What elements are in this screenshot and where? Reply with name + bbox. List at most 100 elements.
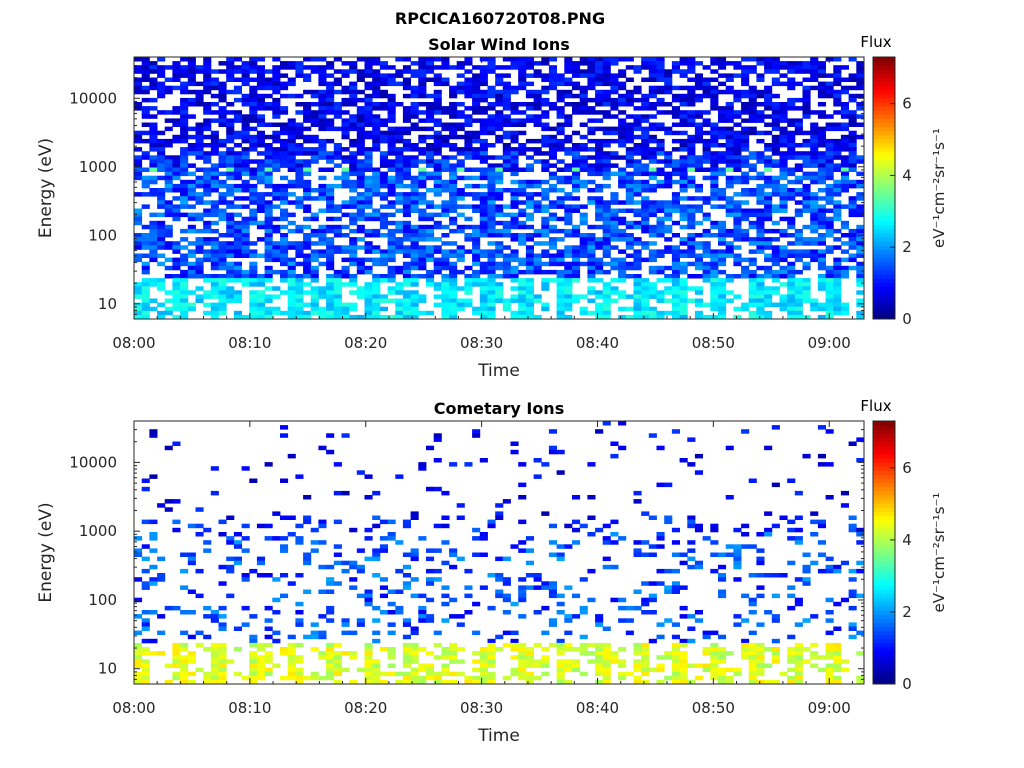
heatmap-cell bbox=[249, 642, 258, 648]
heatmap-cell bbox=[426, 102, 435, 107]
heatmap-cell bbox=[449, 143, 458, 148]
heatmap-cell bbox=[402, 167, 411, 172]
heatmap-cell bbox=[387, 151, 396, 156]
heatmap-cell bbox=[556, 647, 565, 652]
heatmap-cell bbox=[303, 290, 312, 295]
heatmap-cell bbox=[318, 143, 327, 148]
heatmap-cell bbox=[556, 179, 565, 185]
heatmap-cell bbox=[464, 610, 473, 615]
heatmap-cell bbox=[187, 69, 196, 74]
heatmap-cell bbox=[203, 143, 212, 148]
heatmap-cell bbox=[472, 552, 481, 557]
heatmap-cell bbox=[487, 274, 496, 279]
heatmap-cell bbox=[771, 228, 780, 234]
heatmap-cell bbox=[303, 73, 312, 78]
heatmap-cell bbox=[595, 97, 604, 103]
heatmap-cell bbox=[756, 249, 765, 254]
heatmap-cell bbox=[180, 102, 189, 107]
heatmap-cell bbox=[318, 102, 327, 107]
heatmap-cell bbox=[180, 663, 189, 668]
heatmap-cell bbox=[618, 265, 627, 271]
heatmap-cell bbox=[671, 85, 680, 91]
heatmap-cell bbox=[449, 220, 458, 226]
heatmap-cell bbox=[264, 634, 273, 640]
heatmap-cell bbox=[671, 163, 680, 168]
heatmap-cell bbox=[264, 642, 273, 648]
heatmap-cell bbox=[810, 241, 819, 246]
heatmap-cell bbox=[556, 470, 565, 475]
heatmap-cell bbox=[356, 163, 365, 168]
heatmap-cell bbox=[318, 306, 327, 312]
heatmap-cell bbox=[771, 249, 780, 254]
heatmap-cell bbox=[195, 93, 204, 99]
heatmap-cell bbox=[172, 188, 181, 193]
heatmap-cell bbox=[817, 179, 826, 185]
heatmap-cell bbox=[149, 228, 158, 234]
heatmap-cell bbox=[387, 175, 396, 181]
heatmap-cell bbox=[810, 224, 819, 230]
heatmap-cell bbox=[410, 310, 419, 316]
heatmap-cell bbox=[410, 196, 419, 201]
heatmap-cell bbox=[318, 523, 327, 529]
heatmap-cell bbox=[203, 294, 212, 299]
heatmap-cell bbox=[633, 306, 642, 312]
heatmap-cell bbox=[295, 122, 304, 127]
heatmap-cell bbox=[364, 671, 373, 677]
heatmap-cell bbox=[464, 224, 473, 230]
heatmap-cell bbox=[356, 73, 365, 78]
heatmap-cell bbox=[364, 175, 373, 181]
heatmap-cell bbox=[341, 233, 350, 238]
heatmap-cell bbox=[180, 314, 189, 320]
heatmap-cell bbox=[233, 130, 242, 136]
heatmap-cell bbox=[226, 159, 235, 164]
heatmap-cell bbox=[518, 85, 527, 91]
heatmap-cell bbox=[817, 216, 826, 222]
heatmap-cell bbox=[694, 134, 703, 140]
heatmap-cell bbox=[249, 208, 258, 213]
heatmap-cell bbox=[618, 118, 627, 123]
heatmap-cell bbox=[548, 581, 557, 586]
heatmap-cell bbox=[449, 269, 458, 275]
heatmap-cell bbox=[441, 302, 450, 308]
heatmap-cell bbox=[548, 188, 557, 193]
heatmap-cell bbox=[280, 126, 289, 132]
heatmap-cell bbox=[341, 433, 350, 438]
heatmap-cell bbox=[210, 466, 219, 471]
heatmap-cell bbox=[264, 626, 273, 631]
heatmap-cell bbox=[426, 188, 435, 193]
heatmap-cell bbox=[387, 274, 396, 279]
heatmap-cell bbox=[272, 106, 281, 111]
heatmap-cell bbox=[810, 237, 819, 242]
heatmap-cell bbox=[794, 253, 803, 258]
heatmap-cell bbox=[687, 204, 696, 209]
colorbar-swatch bbox=[873, 241, 895, 246]
heatmap-cell bbox=[326, 274, 335, 279]
heatmap-cell bbox=[449, 200, 458, 205]
heatmap-cell bbox=[441, 163, 450, 168]
heatmap-cell bbox=[287, 163, 296, 168]
heatmap-cell bbox=[456, 503, 465, 508]
heatmap-cell bbox=[733, 134, 742, 140]
heatmap-cell bbox=[618, 175, 627, 181]
heatmap-cell bbox=[625, 192, 634, 197]
heatmap-cell bbox=[564, 265, 573, 271]
heatmap-cell bbox=[326, 589, 335, 594]
heatmap-cell bbox=[256, 278, 265, 283]
heatmap-cell bbox=[756, 155, 765, 160]
heatmap-cell bbox=[541, 163, 550, 168]
heatmap-cell bbox=[710, 253, 719, 258]
heatmap-cell bbox=[564, 679, 573, 685]
heatmap-cell bbox=[625, 147, 634, 152]
heatmap-cell bbox=[210, 257, 219, 263]
heatmap-cell bbox=[718, 130, 727, 136]
heatmap-cell bbox=[556, 593, 565, 599]
heatmap-cell bbox=[149, 114, 158, 119]
heatmap-cell bbox=[602, 245, 611, 250]
heatmap-cell bbox=[848, 208, 857, 213]
heatmap-cell bbox=[187, 249, 196, 254]
heatmap-cell bbox=[318, 147, 327, 152]
heatmap-cell bbox=[833, 89, 842, 95]
heatmap-cell bbox=[817, 175, 826, 181]
heatmap-cell bbox=[572, 196, 581, 201]
heatmap-cell bbox=[525, 647, 534, 652]
